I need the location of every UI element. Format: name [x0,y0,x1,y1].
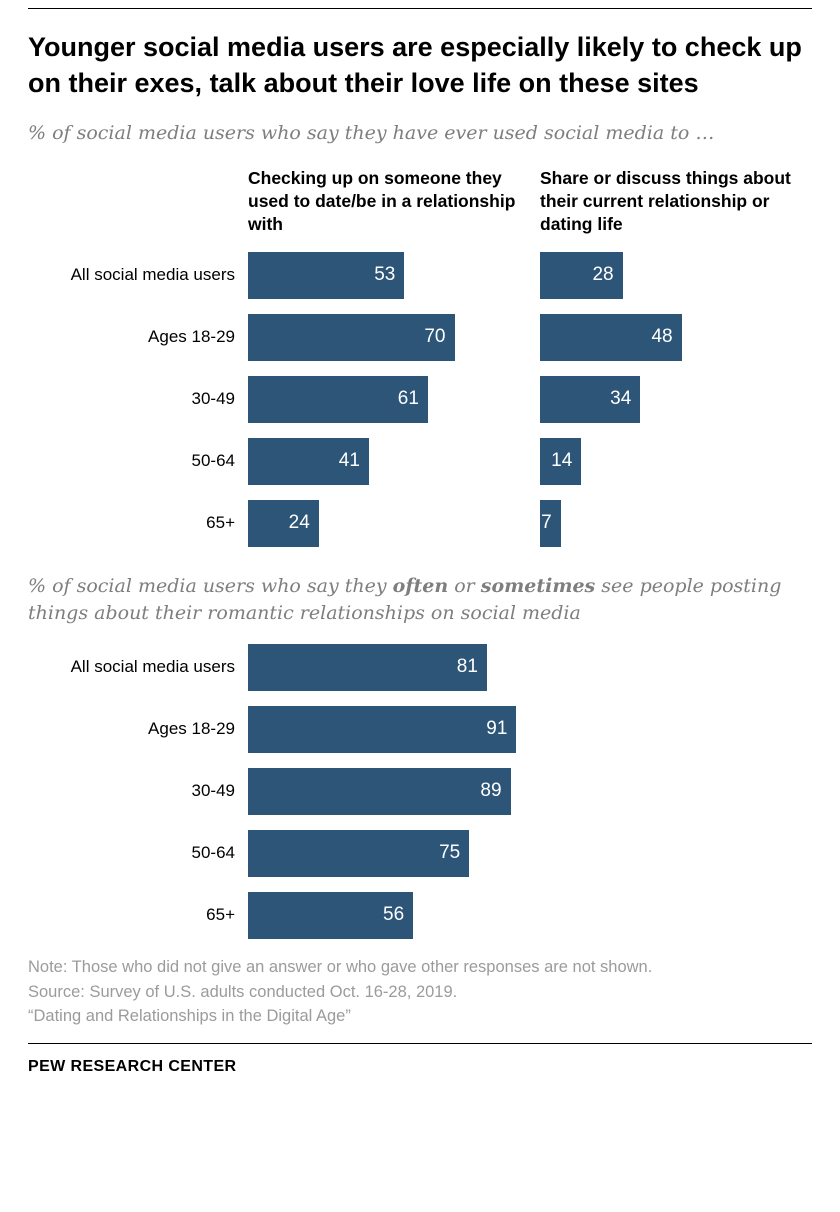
row-label: 65+ [206,905,235,925]
footer-divider [28,1043,812,1045]
footnotes: Note: Those who did not give an answer o… [28,955,812,1029]
page-title: Younger social media users are especiall… [28,32,802,99]
row-label: 50-64 [191,451,235,471]
chart1-row: 65+ 24 7 [28,499,812,547]
bar-area: 53 [248,251,540,299]
row-label: Ages 18-29 [148,327,235,347]
bar: 28 [540,251,623,299]
chart2-subtitle-mid: or [448,574,481,597]
bar-area: 24 [248,499,540,547]
column-headers: Checking up on someone they used to date… [28,167,812,235]
bar-value-label: 7 [541,512,552,534]
chart2-subtitle: % of social media users who say they oft… [28,573,812,628]
chart2-row: All social media users 81 [28,643,812,691]
column-header-checking-up: Checking up on someone they used to date… [248,168,516,234]
chart1-subtitle: % of social media users who say they hav… [28,121,715,144]
bar-value-label: 24 [288,512,310,534]
bar-area: 34 [540,375,812,423]
bar-value-label: 91 [486,718,508,740]
bar-value-label: 81 [456,656,478,678]
chart2-subtitle-sometimes: sometimes [480,574,596,597]
chart1-row: Ages 18-29 70 48 [28,313,812,361]
bar-area: 56 [248,891,812,939]
bar-area: 70 [248,313,540,361]
chart1-row: 30-49 61 34 [28,375,812,423]
bar: 61 [248,375,428,423]
bar: 34 [540,375,641,423]
chart-1: All social media users 53 28 Ages 18-29 … [28,251,812,547]
bar: 89 [248,767,511,815]
source-line: Source: Survey of U.S. adults conducted … [28,982,458,1001]
row-label: 65+ [206,513,235,533]
bar: 7 [540,499,561,547]
bar: 14 [540,437,582,485]
bar: 48 [540,313,682,361]
chart1-row: 50-64 41 14 [28,437,812,485]
chart-2: All social media users 81 Ages 18-29 91 … [28,643,812,939]
row-label: All social media users [70,657,235,677]
bar-value-label: 34 [610,388,632,410]
chart2-subtitle-pre: % of social media users who say they [28,574,393,597]
bar-value-label: 48 [651,326,673,348]
chart2-subtitle-post: see people posting things about their ro… [28,574,782,625]
chart2-row: Ages 18-29 91 [28,705,812,753]
column-header-share-discuss: Share or discuss things about their curr… [540,168,791,234]
report-title-line: “Dating and Relationships in the Digital… [28,1007,351,1026]
row-label: 30-49 [191,389,235,409]
bar-area: 89 [248,767,812,815]
top-divider [28,8,812,9]
bar-value-label: 70 [424,326,446,348]
bar: 91 [248,705,517,753]
bar-value-label: 89 [480,780,502,802]
chart1-row: All social media users 53 28 [28,251,812,299]
bar-area: 48 [540,313,812,361]
bar: 75 [248,829,470,877]
bar-area: 14 [540,437,812,485]
bar-area: 61 [248,375,540,423]
bar-area: 75 [248,829,812,877]
chart2-row: 30-49 89 [28,767,812,815]
bar: 70 [248,313,455,361]
row-label: 50-64 [191,843,235,863]
bar: 53 [248,251,405,299]
bar: 56 [248,891,414,939]
row-label: All social media users [70,265,235,285]
note-line: Note: Those who did not give an answer o… [28,957,653,976]
bar-area: 91 [248,705,812,753]
label-spacer [28,167,248,235]
bar-area: 7 [540,499,812,547]
row-label: 30-49 [191,781,235,801]
bar-area: 41 [248,437,540,485]
bar-value-label: 75 [439,842,461,864]
bar-value-label: 56 [383,904,405,926]
bar-value-label: 53 [374,264,396,286]
bar-value-label: 41 [338,450,360,472]
chart2-row: 65+ 56 [28,891,812,939]
bar-value-label: 14 [551,450,573,472]
bar-value-label: 61 [397,388,419,410]
chart2-subtitle-often: often [392,574,449,597]
bar: 81 [248,643,487,691]
brand-logo-text: PEW RESEARCH CENTER [28,1058,237,1076]
row-label: Ages 18-29 [148,719,235,739]
bar-area: 81 [248,643,812,691]
bar-value-label: 28 [592,264,614,286]
bar: 41 [248,437,369,485]
bar: 24 [248,499,319,547]
chart2-row: 50-64 75 [28,829,812,877]
bar-area: 28 [540,251,812,299]
